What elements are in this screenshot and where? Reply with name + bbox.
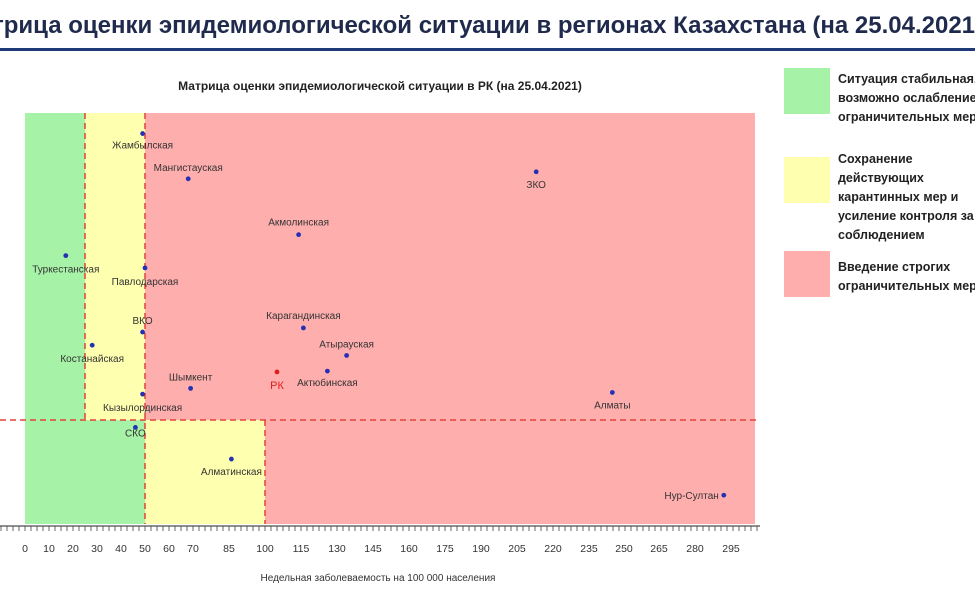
data-point xyxy=(296,232,301,238)
point-label: Туркестанская xyxy=(32,265,99,276)
point-label: СКО xyxy=(125,428,146,439)
x-tick-label: 235 xyxy=(580,543,598,555)
x-tick-label: 60 xyxy=(163,543,175,555)
data-point xyxy=(721,492,727,498)
point-label: Атырауская xyxy=(319,339,374,350)
zone-red-upper xyxy=(145,113,755,420)
point-label: Костанайская xyxy=(60,354,124,365)
legend-swatch xyxy=(784,251,830,297)
x-tick-label: 220 xyxy=(544,543,562,555)
x-tick-label: 205 xyxy=(508,543,526,555)
x-tick-label: 130 xyxy=(328,543,346,555)
data-point xyxy=(185,176,191,182)
data-point xyxy=(274,369,280,375)
x-tick-label: 115 xyxy=(293,543,310,555)
x-tick-label: 265 xyxy=(650,543,668,555)
data-point xyxy=(188,385,194,391)
zone-yellow-upper xyxy=(85,113,145,420)
data-point xyxy=(63,253,69,259)
point-label: РК xyxy=(270,380,284,392)
point-label: Алматинская xyxy=(201,467,262,478)
data-point xyxy=(140,391,146,397)
point-label: Актюбинская xyxy=(297,377,358,389)
data-point xyxy=(533,169,539,175)
point-label: Алматы xyxy=(594,400,631,411)
x-tick-label: 30 xyxy=(91,543,103,555)
point-label: ВКО xyxy=(133,316,153,327)
point-label: Карагандинская xyxy=(266,311,341,322)
data-point xyxy=(89,342,95,348)
x-tick-label: 0 xyxy=(22,543,28,555)
point-label: Акмолинская xyxy=(268,218,329,229)
data-point xyxy=(325,368,330,374)
data-point xyxy=(133,425,138,430)
x-tick-label: 20 xyxy=(67,543,79,555)
title-rule xyxy=(0,48,975,51)
legend-swatch xyxy=(784,68,830,114)
legend-swatch xyxy=(784,157,830,203)
x-tick-label: 145 xyxy=(364,543,382,555)
point-label: Кызылординская xyxy=(103,403,182,414)
x-tick-label: 160 xyxy=(400,543,418,555)
x-axis-label: Недельная заболеваемость на 100 000 насе… xyxy=(261,572,496,584)
data-point xyxy=(229,456,234,462)
x-tick-label: 100 xyxy=(256,543,274,555)
zone-red-lower xyxy=(265,420,755,524)
legend-label: Ситуация стабильная, возможно ослабление… xyxy=(838,72,975,124)
x-tick-label: 250 xyxy=(615,543,633,555)
zone-green-lower xyxy=(25,420,145,524)
data-point xyxy=(140,329,146,335)
chart-title: Матрица оценки эпидемиологической ситуац… xyxy=(178,79,582,93)
zone-yellow-lower xyxy=(145,420,265,524)
data-point xyxy=(609,390,615,395)
x-tick-label: 10 xyxy=(43,543,55,555)
point-label: Шымкент xyxy=(169,372,213,383)
data-point xyxy=(301,325,306,331)
x-tick-label: 50 xyxy=(139,543,151,555)
point-label: Павлодарская xyxy=(112,277,179,288)
legend-label: Введение строгих ограничительных мер xyxy=(838,260,975,293)
legend-label: Сохранение действующих карантинных мер и… xyxy=(838,152,974,242)
x-tick-label: 70 xyxy=(187,543,199,555)
x-tick-label: 280 xyxy=(686,543,704,555)
x-tick-label: 295 xyxy=(722,543,740,555)
page-title: трица оценки эпидемиологической ситуации… xyxy=(0,12,975,39)
x-tick-label: 190 xyxy=(472,543,490,555)
point-label: Мангистауская xyxy=(154,163,223,174)
zone-green-upper xyxy=(25,113,85,420)
point-label: ЗКО xyxy=(526,180,546,191)
x-tick-label: 85 xyxy=(223,543,235,555)
point-label: Жамбылская xyxy=(112,140,173,152)
data-point xyxy=(140,131,146,136)
data-point xyxy=(344,353,349,358)
point-label: Нур-Султан xyxy=(664,491,718,502)
x-tick-label: 40 xyxy=(115,543,127,555)
data-point xyxy=(142,265,148,271)
x-tick-label: 175 xyxy=(436,543,454,555)
